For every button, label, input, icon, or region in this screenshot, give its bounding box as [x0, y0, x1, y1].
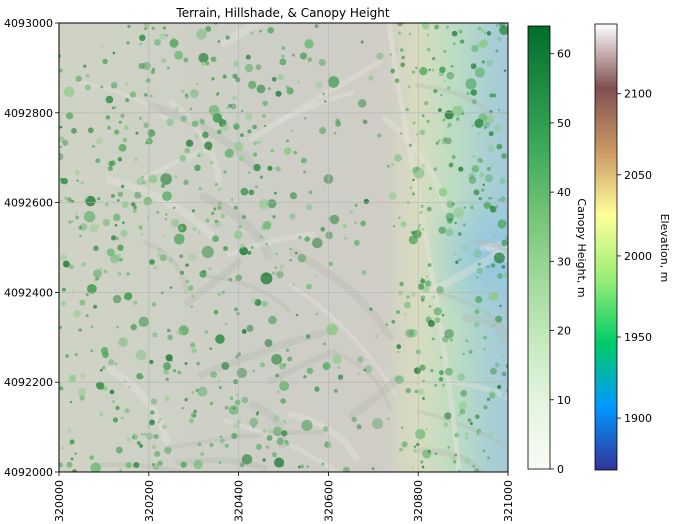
colorbar-tick-label: 30	[557, 255, 571, 268]
y-tick-label: 4092000	[4, 466, 53, 479]
colorbar-tick-label: 2100	[624, 88, 652, 101]
hillshade-ridges	[78, 23, 508, 472]
x-tick-label: 320600	[322, 480, 335, 522]
colorbar-tick-label: 2050	[624, 169, 652, 182]
colorbar-tick-label: 1900	[624, 412, 652, 425]
canopy-colorbar-ticks: 0 10 20 30 40 50 60	[550, 48, 571, 476]
grid-lines	[59, 23, 508, 472]
plot-frame	[58, 22, 509, 473]
elevation-colorbar: 1900 1950 2000 2050 2100 Elevation, m	[594, 23, 671, 471]
x-tick-label: 321000	[502, 480, 515, 522]
canopy-layer	[59, 23, 508, 472]
elevation-colorbar-ticks: 1900 1950 2000 2050 2100	[617, 88, 652, 425]
canopy-colorbar-label: Canopy Height, m	[575, 198, 588, 297]
canopy-colorbar: 0 10 20 30 40 50 60 Canopy Height, m	[527, 25, 588, 476]
y-tick-label: 4093000	[4, 17, 53, 30]
map-image	[59, 23, 508, 472]
y-tick-label: 4092200	[4, 376, 53, 389]
colorbar-tick-label: 0	[557, 463, 564, 476]
elevation-colorbar-fill	[594, 23, 618, 471]
y-tick-label: 4092400	[4, 286, 53, 299]
x-axis: 320000 320200 320400 320600 320800 321000	[53, 472, 515, 522]
low-elevation-area	[59, 23, 508, 472]
x-tick-label: 320400	[233, 480, 246, 522]
colorbar-tick-label: 40	[557, 186, 571, 199]
chart-title: Terrain, Hillshade, & Canopy Height	[175, 6, 389, 20]
colorbar-tick-label: 20	[557, 325, 571, 338]
colorbar-tick-label: 60	[557, 48, 571, 61]
colorbar-tick-label: 1950	[624, 331, 652, 344]
x-tick-label: 320000	[53, 480, 66, 522]
colorbar-tick-label: 50	[557, 117, 571, 130]
y-tick-label: 4092800	[4, 107, 53, 120]
x-tick-label: 320200	[143, 480, 156, 522]
x-tick-label: 320800	[412, 480, 425, 522]
y-axis: 4092000 4092200 4092400 4092600 4092800 40930…	[4, 17, 59, 479]
colorbar-tick-label: 10	[557, 394, 571, 407]
elevation-colorbar-label: Elevation, m	[658, 214, 671, 283]
canopy-colorbar-fill	[527, 25, 551, 470]
y-tick-label: 4092600	[4, 197, 53, 210]
colorbar-tick-label: 2000	[624, 250, 652, 263]
